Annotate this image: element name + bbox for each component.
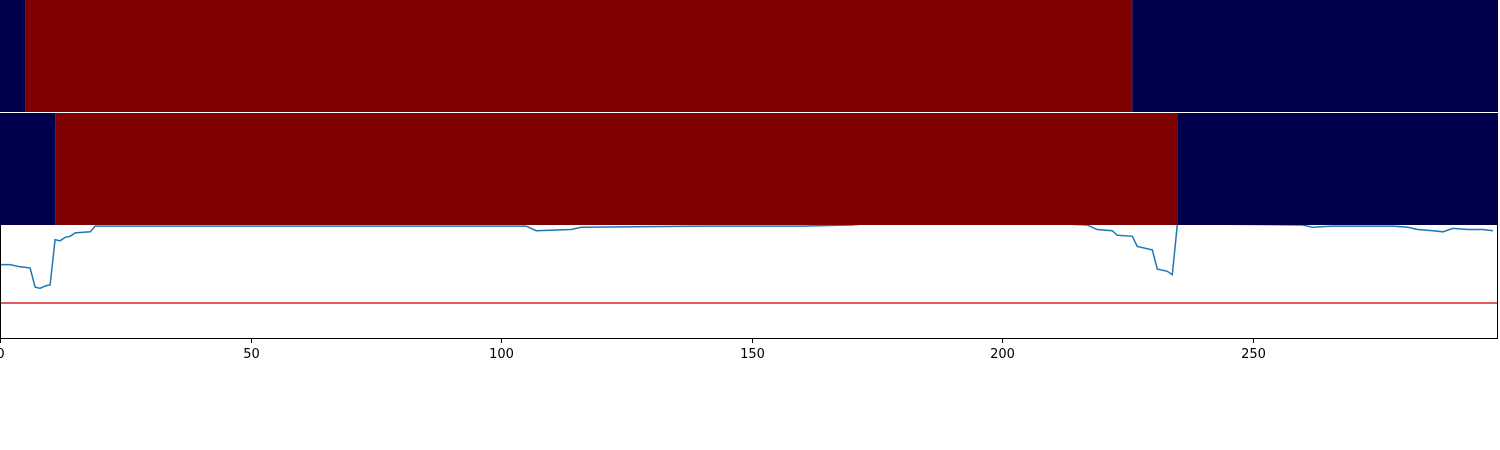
x-tick-label: 50	[243, 347, 260, 362]
state-band-bottom	[0, 113, 1498, 225]
x-tick-label: 0	[0, 347, 5, 362]
x-tick-label: 150	[740, 347, 765, 362]
state-band-top-segment-low	[1132, 0, 1498, 112]
state-band-top	[0, 0, 1498, 112]
state-band-bottom-segment-low	[1177, 113, 1498, 225]
state-band-bottom-segment-low	[0, 113, 56, 225]
state-band-top-segment-low	[0, 0, 26, 112]
x-tick-label: 250	[1241, 347, 1266, 362]
x-tick-label: 200	[990, 347, 1015, 362]
line-plot-area	[0, 225, 1498, 304]
series-line-0	[0, 225, 1494, 290]
state-band-top-segment-high	[25, 0, 1133, 112]
axes: 0 50 100 150 200 250	[0, 112, 1498, 362]
state-band-bottom-segment-high	[55, 113, 1178, 225]
x-tick-label: 100	[489, 347, 514, 362]
